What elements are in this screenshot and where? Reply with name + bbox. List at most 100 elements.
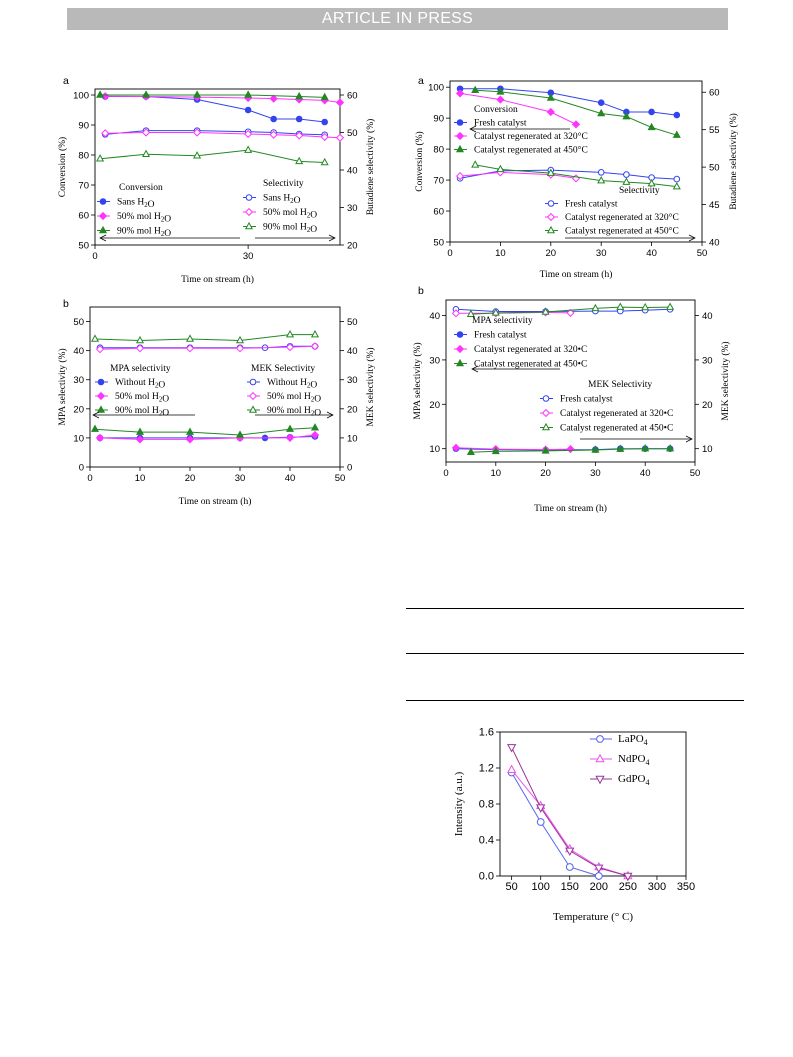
data-point (566, 445, 575, 454)
data-point (491, 446, 500, 455)
x-tick-label: 40 (285, 473, 296, 484)
series-line (460, 92, 577, 125)
legend-marker (541, 408, 551, 418)
legend-label: Catalyst regenerated at 320•C (560, 409, 673, 419)
data-point (295, 115, 303, 123)
legend-label: 50% mol H2O (267, 392, 321, 405)
y-tick-label: 100 (428, 83, 444, 94)
legend-marker (547, 200, 555, 207)
data-point (235, 430, 245, 438)
data-point (672, 130, 681, 138)
y2-tick-label: 20 (347, 241, 358, 252)
x-axis-label: Time on stream (h) (540, 269, 613, 280)
x-tick-label: 300 (648, 881, 666, 893)
data-point (536, 818, 545, 826)
table-rule-top (406, 608, 744, 609)
y-tick-label: 20 (429, 400, 440, 411)
data-point (647, 122, 656, 131)
data-point (95, 345, 105, 354)
data-point (616, 302, 625, 310)
legend-title: MPA selectivity (110, 364, 171, 374)
data-point (506, 764, 517, 774)
x-tick-label: 0 (443, 468, 448, 479)
data-point (541, 446, 550, 454)
data-point (597, 169, 605, 176)
x-tick-label: 0 (447, 248, 452, 259)
data-point (471, 85, 480, 94)
y-axis-label: Intensity (a.u.) (453, 771, 465, 836)
panel-label: a (418, 75, 424, 87)
x-tick-label: 50 (690, 468, 701, 479)
data-point (335, 98, 345, 107)
x-tick-label: 10 (495, 248, 506, 259)
x-tick-label: 200 (590, 881, 608, 893)
legend-title: Conversion (474, 105, 518, 115)
data-point (673, 111, 681, 119)
series-line (455, 447, 571, 451)
y-tick-label: 0.4 (479, 835, 494, 847)
data-point (96, 154, 105, 162)
data-point (594, 872, 603, 880)
x-tick-label: 40 (640, 468, 651, 479)
x-tick-label: 0 (92, 251, 97, 262)
chart-mpa-mek-regenerated: 0 10 20 30 40 50 10 20 30 40 10 20 30 40 Time on strea… (412, 285, 731, 514)
data-point (192, 128, 202, 137)
legend-marker (96, 391, 106, 401)
data-point (335, 133, 345, 142)
data-point (244, 145, 253, 153)
data-point (269, 94, 278, 103)
y2-tick-label: 10 (347, 433, 358, 444)
arrow-head (328, 234, 336, 242)
series-line (94, 427, 316, 436)
data-point (594, 864, 604, 874)
legend-marker (595, 753, 605, 763)
data-point (141, 149, 151, 157)
data-point (455, 89, 465, 98)
legend-label: Catalyst regenerated at 450°C (565, 226, 679, 237)
y2-axis-label: Butadiene selectivity (%) (365, 119, 376, 216)
y-tick-label: 20 (73, 404, 84, 415)
data-point (623, 872, 633, 882)
data-point (546, 168, 555, 176)
data-point (285, 343, 295, 352)
plot-frame (89, 306, 341, 468)
x-tick-label: 350 (677, 881, 695, 893)
chart-conversion-water: 0 30 50 60 70 80 90 100 20 30 40 50 60 Time on stream… (57, 75, 376, 285)
series-line (99, 434, 316, 440)
legend-marker (97, 378, 105, 386)
legend-label: Fresh catalyst (474, 331, 527, 341)
data-point (310, 329, 320, 338)
legend-marker (244, 207, 254, 217)
y2-tick-label: 20 (347, 404, 358, 415)
legend-marker (541, 422, 551, 431)
legend-marker (456, 119, 464, 126)
arrow-head (688, 234, 696, 242)
data-point (541, 307, 550, 315)
plot-frame (94, 88, 341, 246)
data-point (536, 804, 546, 813)
data-point (269, 130, 278, 139)
series-line (460, 169, 677, 180)
y-tick-label: 1.6 (479, 727, 494, 739)
data-point (96, 90, 105, 98)
data-point (496, 164, 505, 173)
y2-tick-label: 10 (702, 444, 713, 455)
x-tick-label: 30 (243, 251, 254, 262)
data-point (310, 423, 320, 431)
legend-marker (99, 198, 107, 205)
y-tick-label: 80 (433, 145, 444, 156)
legend-marker (248, 391, 258, 401)
y2-axis-label: MEK selectivity (%) (365, 347, 376, 426)
legend-title: MPA selectivity (472, 316, 533, 326)
data-point (270, 115, 277, 123)
data-point (244, 106, 252, 114)
data-point (641, 302, 650, 311)
x-tick-label: 40 (646, 248, 657, 259)
legend-label: Catalyst regenerated at 320•C (474, 345, 587, 355)
legend-label: Catalyst regenerated at 450°C (474, 145, 588, 156)
data-point (455, 171, 465, 181)
legend-marker (455, 358, 465, 367)
data-point (648, 108, 655, 116)
